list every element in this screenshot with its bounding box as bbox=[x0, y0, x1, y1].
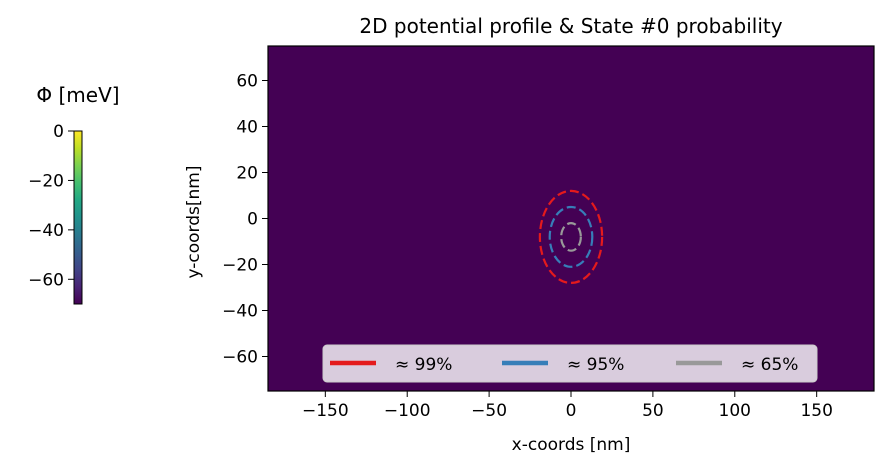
colorbar bbox=[73, 130, 83, 305]
contour-2 bbox=[560, 221, 582, 252]
y-tick-label: 40 bbox=[236, 118, 258, 138]
x-tick-label: −150 bbox=[302, 401, 349, 421]
x-tick-label: 50 bbox=[642, 401, 664, 421]
legend-frame bbox=[322, 344, 818, 383]
legend-label-65: ≈ 65% bbox=[741, 355, 798, 375]
x-axis-label: x-coords [nm] bbox=[512, 435, 631, 455]
x-tick-label: −100 bbox=[384, 401, 431, 421]
potential-heatmap bbox=[268, 46, 874, 391]
y-tick-label: 60 bbox=[236, 72, 258, 92]
y-axis-label: y-coords[nm] bbox=[184, 166, 204, 279]
y-tick-label: −40 bbox=[222, 302, 258, 322]
y-axis-ticks: −60 −40 −20 0 20 40 60 bbox=[222, 72, 268, 368]
colorbar-ticks: 0 −20 −40 −60 bbox=[28, 122, 74, 290]
x-tick-label: 150 bbox=[800, 401, 832, 421]
y-tick-label: 0 bbox=[247, 210, 258, 230]
colorbar-title: Φ [meV] bbox=[36, 83, 119, 107]
colorbar-tick-label: 0 bbox=[53, 122, 64, 142]
y-tick-label: −60 bbox=[222, 348, 258, 368]
x-tick-label: −50 bbox=[471, 401, 507, 421]
x-tick-label: 0 bbox=[566, 401, 577, 421]
y-tick-label: −20 bbox=[222, 256, 258, 276]
legend-label-95: ≈ 95% bbox=[567, 355, 624, 375]
x-tick-label: 100 bbox=[719, 401, 751, 421]
colorbar-tick-label: −60 bbox=[28, 270, 64, 290]
chart-title: 2D potential profile & State #0 probabil… bbox=[359, 14, 782, 38]
y-tick-label: 20 bbox=[236, 164, 258, 184]
legend-label-99: ≈ 99% bbox=[395, 355, 452, 375]
legend: ≈ 99% ≈ 95% ≈ 65% bbox=[322, 344, 818, 383]
probability-contours bbox=[538, 189, 604, 284]
colorbar-tick-label: −40 bbox=[28, 221, 64, 241]
x-axis-ticks: −150 −100 −50 0 50 100 150 bbox=[302, 391, 833, 421]
colorbar-tick-label: −20 bbox=[28, 171, 64, 191]
contour-1 bbox=[548, 205, 594, 268]
contour-0 bbox=[538, 189, 604, 284]
